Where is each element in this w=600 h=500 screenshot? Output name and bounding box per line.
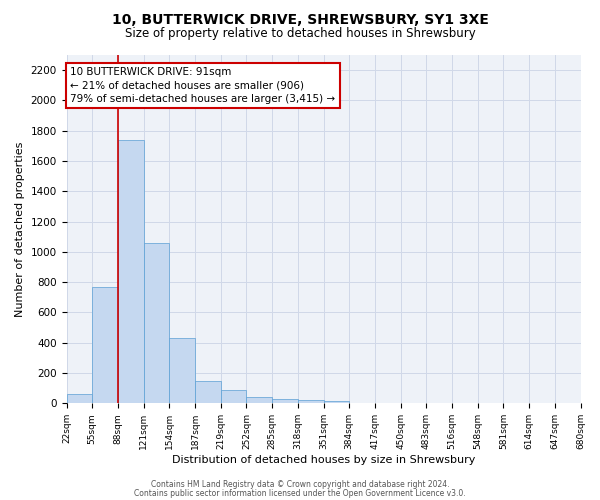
Bar	[118, 140, 143, 404]
Bar	[298, 400, 323, 404]
Bar	[323, 401, 349, 404]
Bar	[247, 398, 272, 404]
Bar	[143, 243, 169, 404]
Bar	[169, 338, 195, 404]
Y-axis label: Number of detached properties: Number of detached properties	[15, 142, 25, 317]
Text: 10, BUTTERWICK DRIVE, SHREWSBURY, SY1 3XE: 10, BUTTERWICK DRIVE, SHREWSBURY, SY1 3X…	[112, 12, 488, 26]
Text: 10 BUTTERWICK DRIVE: 91sqm
← 21% of detached houses are smaller (906)
79% of sem: 10 BUTTERWICK DRIVE: 91sqm ← 21% of deta…	[70, 67, 335, 104]
Bar	[272, 399, 298, 404]
Bar	[92, 286, 118, 404]
X-axis label: Distribution of detached houses by size in Shrewsbury: Distribution of detached houses by size …	[172, 455, 475, 465]
Text: Contains public sector information licensed under the Open Government Licence v3: Contains public sector information licen…	[134, 488, 466, 498]
Bar	[221, 390, 247, 404]
Bar	[195, 380, 221, 404]
Bar	[67, 394, 92, 404]
Text: Contains HM Land Registry data © Crown copyright and database right 2024.: Contains HM Land Registry data © Crown c…	[151, 480, 449, 489]
Text: Size of property relative to detached houses in Shrewsbury: Size of property relative to detached ho…	[125, 28, 475, 40]
